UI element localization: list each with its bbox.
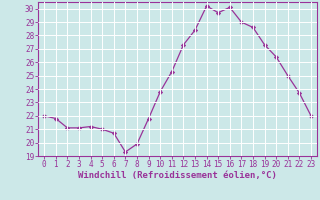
- X-axis label: Windchill (Refroidissement éolien,°C): Windchill (Refroidissement éolien,°C): [78, 171, 277, 180]
